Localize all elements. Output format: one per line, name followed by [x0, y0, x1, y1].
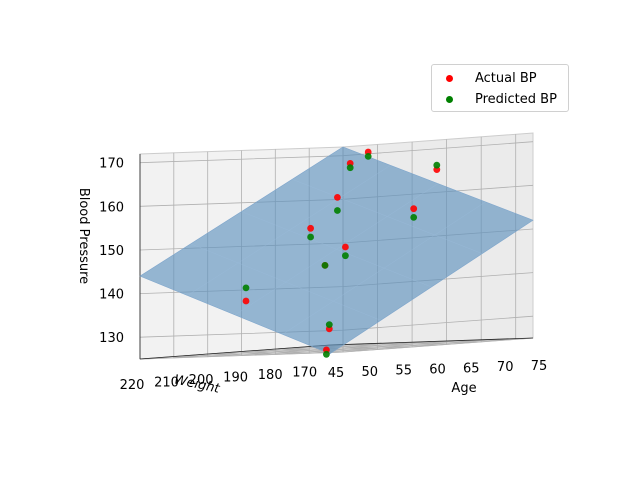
y-tick-label: 170 — [292, 365, 317, 380]
z-axis-label: Blood Pressure — [76, 188, 91, 284]
legend-marker-predicted — [446, 95, 453, 103]
z-tick-label: 130 — [99, 331, 124, 346]
x-axis-label: Age — [451, 381, 476, 396]
legend-label-predicted: Predicted BP — [475, 91, 557, 107]
weight-axis-line — [139, 344, 331, 360]
predicted-bp-point — [307, 233, 314, 241]
legend-item-actual: Actual BP — [432, 69, 537, 87]
predicted-bp-point — [364, 153, 372, 160]
x-tick-label: 55 — [395, 364, 412, 379]
tick-labels: 45 50 55 60 65 70 75 170 180 190 200 210 220 130 140 15… — [99, 157, 547, 393]
x-tick-label: 60 — [429, 363, 446, 378]
regression-surface — [139, 146, 534, 355]
actual-bp-point — [410, 205, 418, 213]
z-tick-label: 140 — [99, 288, 124, 303]
z-tick-label: 160 — [99, 200, 124, 215]
actual-bp-point — [334, 194, 341, 201]
y-tick-label: 210 — [154, 376, 179, 391]
data-points — [242, 148, 441, 358]
predicted-bp-point — [342, 252, 349, 260]
axis-lines — [139, 154, 534, 360]
predicted-bp-point — [346, 164, 354, 172]
predicted-bp-point — [334, 207, 341, 214]
legend-label-actual: Actual BP — [475, 70, 537, 86]
z-tick-label: 150 — [99, 244, 124, 259]
predicted-bp-point — [242, 284, 250, 292]
x-tick-label: 50 — [362, 365, 379, 380]
y-tick-label: 190 — [223, 370, 248, 385]
x-tick-label: 75 — [531, 359, 548, 374]
surface-facet-line — [187, 165, 391, 296]
y-tick-label: 200 — [189, 373, 214, 388]
surface-facet-line — [292, 179, 483, 254]
z-tick-label: 170 — [99, 157, 124, 172]
y-tick-label: 180 — [258, 368, 283, 383]
predicted-bp-point — [433, 161, 441, 169]
predicted-bp-point — [321, 262, 329, 269]
legend-item-predicted: Predicted BP — [432, 90, 557, 108]
actual-bp-point — [242, 297, 250, 305]
y-tick-label: 220 — [120, 378, 145, 393]
legend: Actual BP Predicted BP — [431, 64, 569, 112]
age-axis-line — [329, 337, 534, 346]
surface-facet-line — [234, 183, 439, 316]
predicted-bp-point — [325, 321, 333, 328]
actual-bp-point — [342, 243, 349, 251]
x-tick-label: 45 — [328, 366, 345, 381]
surface-plane — [139, 146, 534, 355]
y-axis-label: Weight — [173, 372, 222, 396]
grid-line-weight — [312, 134, 517, 347]
actual-bp-point — [307, 224, 314, 232]
x-tick-label: 65 — [463, 361, 480, 376]
predicted-bp-point — [410, 214, 418, 221]
x-tick-label: 70 — [497, 360, 514, 375]
legend-marker-actual — [446, 74, 453, 82]
predicted-bp-point — [323, 350, 330, 358]
